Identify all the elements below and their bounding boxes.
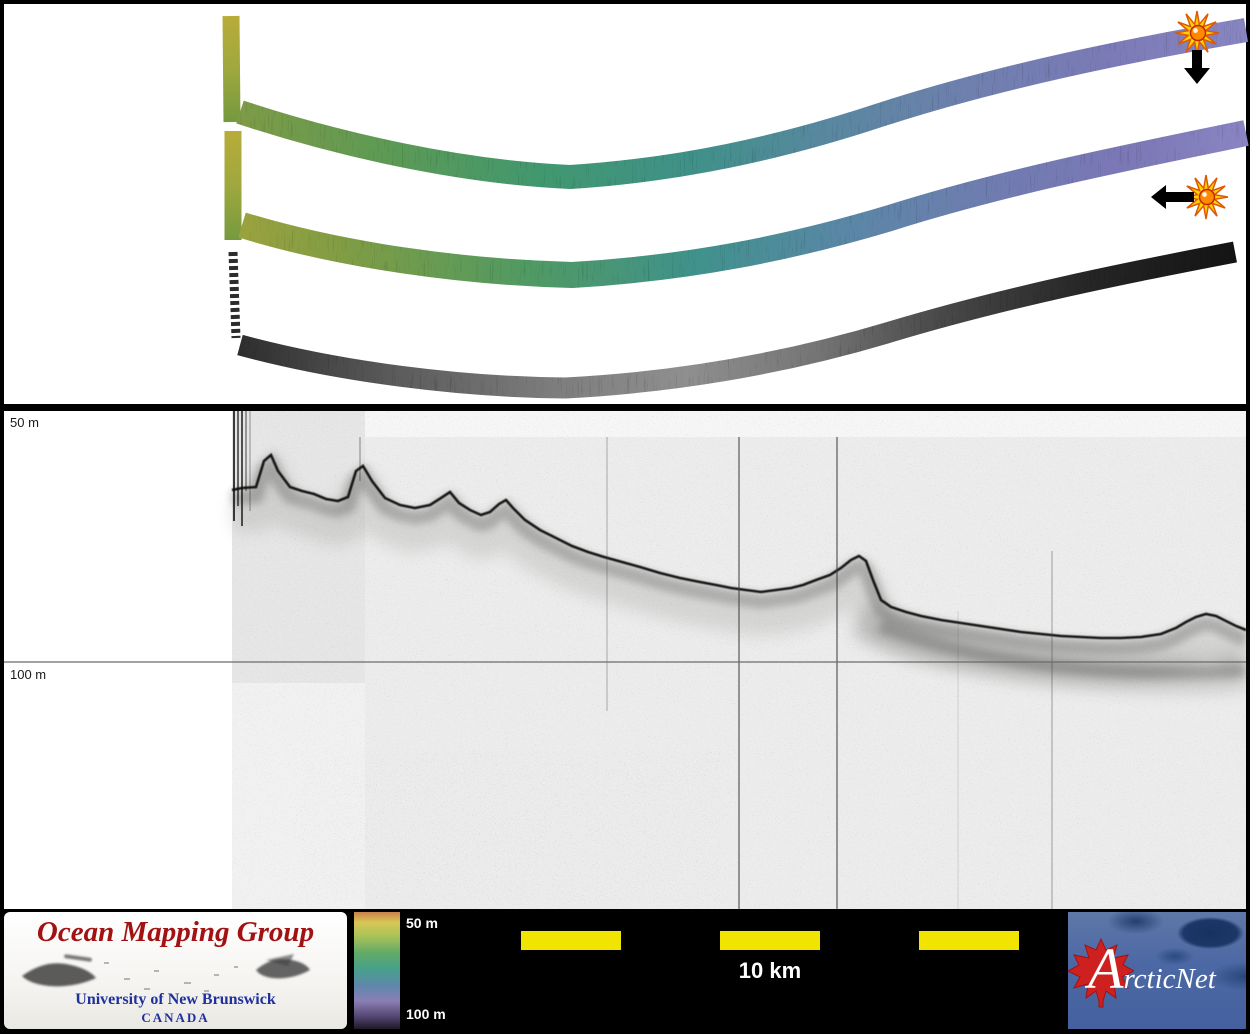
maple-leaf-icon <box>1068 937 1134 1008</box>
scalebar-segment <box>919 931 1019 950</box>
omg-speckles <box>104 962 238 992</box>
multibeam-swath-track-middle <box>224 120 1249 289</box>
subbottom-diffuse-right-core <box>877 619 1247 680</box>
subbottom-profile-image <box>4 411 1250 909</box>
scalebar-label: 10 km <box>738 958 802 983</box>
swath-start-strip <box>222 15 241 123</box>
scalebar-segment <box>819 931 920 950</box>
sidescan-swath-track-south <box>228 241 1237 399</box>
arcticnet-initial: A <box>1088 936 1124 1001</box>
profile-left-artifact <box>233 411 361 526</box>
seabed-diffuse <box>230 451 1249 655</box>
subbottom-profile-panel: 50 m 100 m <box>0 411 1250 909</box>
starburst-icon-west <box>1183 174 1229 220</box>
profile-speckle-patch <box>300 751 720 901</box>
swath-texture <box>237 241 1237 399</box>
depth-tick-100m: 100 m <box>10 667 47 682</box>
ocean-mapping-group-logo: Ocean Mapping Group University of New Br… <box>4 912 347 1029</box>
scalebar-segment <box>620 931 721 950</box>
swath-start-strip <box>228 251 241 339</box>
depth-colorbar <box>354 912 400 1029</box>
omg-university: University of New Brunswick <box>75 991 276 1008</box>
profile-noise-columns <box>606 437 1053 909</box>
swath-texture <box>236 18 1249 190</box>
arcticnet-logo: ArcticNet <box>1068 912 1246 1029</box>
arcticnet-wordmark: ArcticNet <box>1088 934 1216 1004</box>
seabed-reflector <box>231 452 1247 640</box>
omg-sketch-art <box>22 954 310 992</box>
map-scalebar <box>518 928 1022 953</box>
scalebar-segment <box>521 931 621 950</box>
survey-map-panel <box>4 4 1249 404</box>
depth-tick-50m: 50 m <box>10 415 39 430</box>
arcticnet-rest: rcticNet <box>1123 963 1216 995</box>
colorbar-label-50m: 50 m <box>406 915 438 931</box>
scalebar-segment <box>720 931 820 950</box>
starburst-icon-north <box>1174 10 1220 56</box>
footer-bar: Ocean Mapping Group University of New Br… <box>0 909 1250 1034</box>
arrow-left-icon <box>1151 185 1194 209</box>
multibeam-swath-track-north <box>222 15 1249 190</box>
omg-title: Ocean Mapping Group <box>36 916 315 948</box>
swath-texture <box>238 120 1249 289</box>
omg-vehicle-sketches <box>22 954 310 987</box>
arrow-down-icon <box>1184 50 1210 84</box>
omg-country: CANADA <box>141 1010 210 1025</box>
colorbar-label-100m: 100 m <box>406 1006 446 1022</box>
